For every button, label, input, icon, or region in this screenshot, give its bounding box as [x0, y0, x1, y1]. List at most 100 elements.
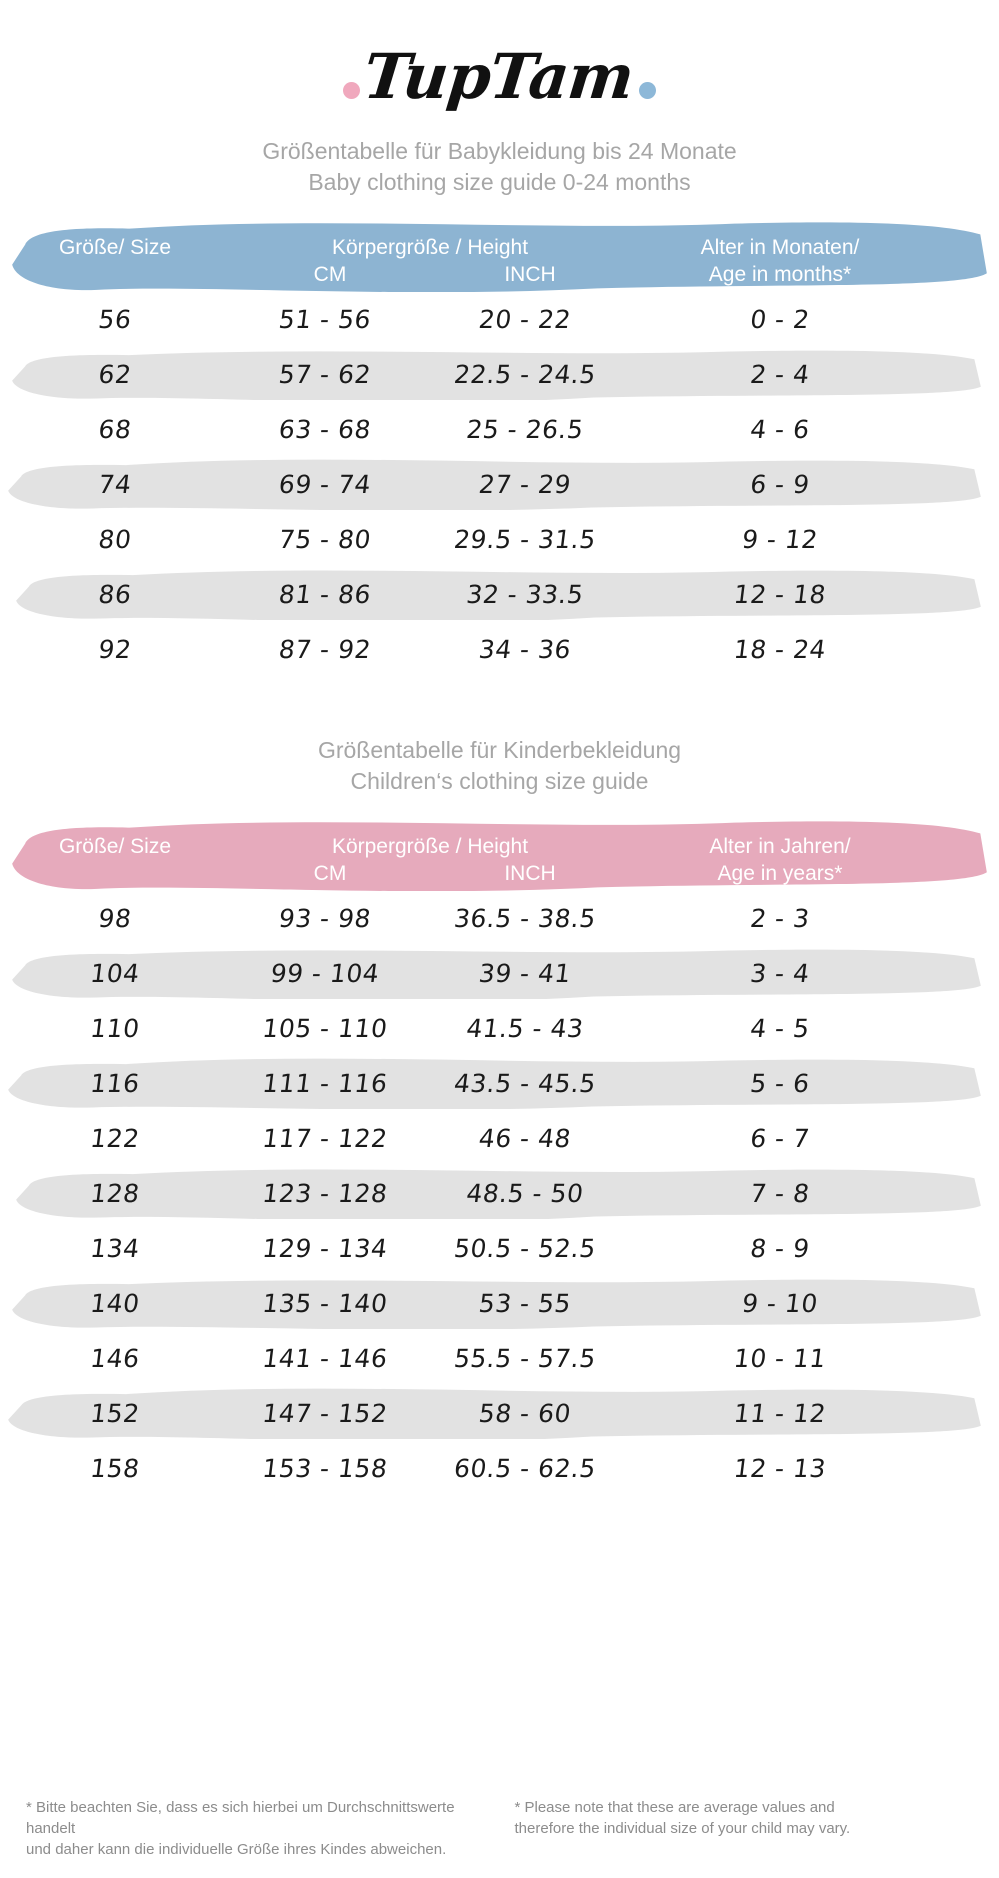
cell-inch: 36.5 - 38.5	[452, 904, 598, 933]
cell-age: 18 - 24	[732, 635, 828, 664]
column-header-inch: INCH	[504, 862, 556, 885]
cell-inch: 53 - 55	[477, 1289, 573, 1318]
column-header-height-label: Körpergröße / Height	[331, 835, 529, 858]
cell-cm: 63 - 68	[277, 415, 373, 444]
cell-size: 98	[96, 904, 134, 933]
cell-cm: 105 - 110	[260, 1014, 390, 1043]
table-row: 116 111 - 116 43.5 - 45.5 5 - 6	[0, 1056, 999, 1111]
table-row: 146 141 - 146 55.5 - 57.5 10 - 11	[0, 1331, 999, 1386]
cell-size: 140	[88, 1289, 142, 1318]
kids-section-title: Größentabelle für Kinderbekleidung Child…	[0, 735, 999, 797]
baby-size-table: Größe/ Size Körpergröße / Height CM INCH Alt…	[0, 220, 999, 677]
cell-size: 92	[96, 635, 134, 664]
column-header-height-label: Körpergröße / Height	[331, 236, 529, 259]
table-row: 110 105 - 110 41.5 - 43 4 - 5	[0, 1001, 999, 1056]
table-row: 56 51 - 56 20 - 22 0 - 2	[0, 292, 999, 347]
cell-cm: 75 - 80	[277, 525, 373, 554]
column-header-age-en: Age in months*	[708, 263, 852, 286]
table-row: 68 63 - 68 25 - 26.5 4 - 6	[0, 402, 999, 457]
table-row: 62 57 - 62 22.5 - 24.5 2 - 4	[0, 347, 999, 402]
cell-inch: 25 - 26.5	[464, 415, 586, 444]
cell-size: 110	[88, 1014, 142, 1043]
cell-cm: 123 - 128	[260, 1179, 390, 1208]
cell-cm: 147 - 152	[260, 1399, 390, 1428]
table-row: 86 81 - 86 32 - 33.5 12 - 18	[0, 567, 999, 622]
footnote-de: * Bitte beachten Sie, dass es sich hierb…	[26, 1797, 501, 1860]
table-row: 74 69 - 74 27 - 29 6 - 9	[0, 457, 999, 512]
row-highlight-band	[6, 1058, 983, 1109]
table-row: 104 99 - 104 39 - 41 3 - 4	[0, 946, 999, 1001]
cell-size: 146	[88, 1344, 142, 1373]
table-row: 158 153 - 158 60.5 - 62.5 12 - 13	[0, 1441, 999, 1496]
baby-title-en: Baby clothing size guide 0-24 months	[308, 169, 691, 195]
cell-cm: 111 - 116	[260, 1069, 390, 1098]
footnote-en-line1: * Please note that these are average val…	[514, 1799, 835, 1816]
row-highlight-band	[10, 948, 983, 999]
cell-inch: 60.5 - 62.5	[452, 1454, 598, 1483]
brand-logo: TupTam	[0, 18, 999, 136]
table-row: 80 75 - 80 29.5 - 31.5 9 - 12	[0, 512, 999, 567]
footnote-en: * Please note that these are average val…	[501, 1797, 974, 1860]
column-header-cm: CM	[313, 263, 347, 286]
cell-size: 134	[88, 1234, 142, 1263]
table-row: 92 87 - 92 34 - 36 18 - 24	[0, 622, 999, 677]
cell-age: 5 - 6	[748, 1069, 812, 1098]
cell-age: 12 - 13	[732, 1454, 828, 1483]
footnote-de-line2: und daher kann die individuelle Größe ih…	[26, 1841, 447, 1858]
footnote-de-line1: * Bitte beachten Sie, dass es sich hierb…	[26, 1799, 455, 1837]
baby-table-header-band	[10, 220, 989, 292]
cell-age: 11 - 12	[732, 1399, 828, 1428]
cell-size: 56	[96, 305, 134, 334]
cell-age: 2 - 4	[748, 360, 812, 389]
table-row: 134 129 - 134 50.5 - 52.5 8 - 9	[0, 1221, 999, 1276]
kids-title-de: Größentabelle für Kinderbekleidung	[317, 737, 682, 763]
cell-age: 4 - 6	[748, 415, 812, 444]
cell-cm: 69 - 74	[277, 470, 373, 499]
cell-size: 152	[88, 1399, 142, 1428]
cell-age: 8 - 9	[748, 1234, 812, 1263]
cell-age: 10 - 11	[732, 1344, 828, 1373]
cell-cm: 99 - 104	[268, 959, 381, 988]
column-header-age: Alter in Monaten/Age in months*	[630, 234, 930, 288]
column-header-size: Größe/ Size	[58, 835, 172, 858]
cell-age: 12 - 18	[732, 580, 828, 609]
cell-cm: 153 - 158	[260, 1454, 390, 1483]
cell-inch: 46 - 48	[477, 1124, 573, 1153]
cell-cm: 51 - 56	[277, 305, 373, 334]
brand-name: TupTam	[360, 40, 637, 113]
cell-size: 62	[96, 360, 134, 389]
table-row: 140 135 - 140 53 - 55 9 - 10	[0, 1276, 999, 1331]
baby-title-de: Größentabelle für Babykleidung bis 24 Mo…	[262, 138, 737, 164]
cell-inch: 50.5 - 52.5	[452, 1234, 598, 1263]
column-header-height: Körpergröße / Height CM INCH	[230, 234, 630, 288]
baby-table-header: Größe/ Size Körpergröße / Height CM INCH Alt…	[0, 220, 999, 292]
cell-size: 86	[96, 580, 134, 609]
logo-dot-pink-icon	[343, 81, 361, 99]
cell-size: 68	[96, 415, 134, 444]
row-highlight-band	[10, 1278, 983, 1329]
cell-age: 2 - 3	[748, 904, 812, 933]
row-highlight-band	[14, 1168, 983, 1219]
cell-size: 122	[88, 1124, 142, 1153]
cell-cm: 93 - 98	[277, 904, 373, 933]
cell-cm: 129 - 134	[260, 1234, 390, 1263]
cell-size: 158	[88, 1454, 142, 1483]
cell-age: 0 - 2	[748, 305, 812, 334]
cell-inch: 29.5 - 31.5	[452, 525, 598, 554]
kids-table-header-band	[10, 819, 989, 891]
cell-size: 104	[88, 959, 142, 988]
footnotes: * Bitte beachten Sie, dass es sich hierb…	[0, 1797, 999, 1860]
column-header-age: Alter in Jahren/Age in years*	[630, 833, 930, 887]
kids-table-header: Größe/ Size Körpergröße / Height CM INCH Alt…	[0, 819, 999, 891]
cell-inch: 48.5 - 50	[464, 1179, 586, 1208]
table-row: 128 123 - 128 48.5 - 50 7 - 8	[0, 1166, 999, 1221]
cell-inch: 39 - 41	[477, 959, 573, 988]
column-header-age-de: Alter in Monaten/	[700, 236, 860, 259]
column-header-inch: INCH	[504, 263, 556, 286]
kids-size-table: Größe/ Size Körpergröße / Height CM INCH Alt…	[0, 819, 999, 1496]
cell-age: 6 - 9	[748, 470, 812, 499]
cell-age: 7 - 8	[748, 1179, 812, 1208]
cell-inch: 32 - 33.5	[464, 580, 586, 609]
cell-cm: 57 - 62	[277, 360, 373, 389]
column-header-height: Körpergröße / Height CM INCH	[230, 833, 630, 887]
